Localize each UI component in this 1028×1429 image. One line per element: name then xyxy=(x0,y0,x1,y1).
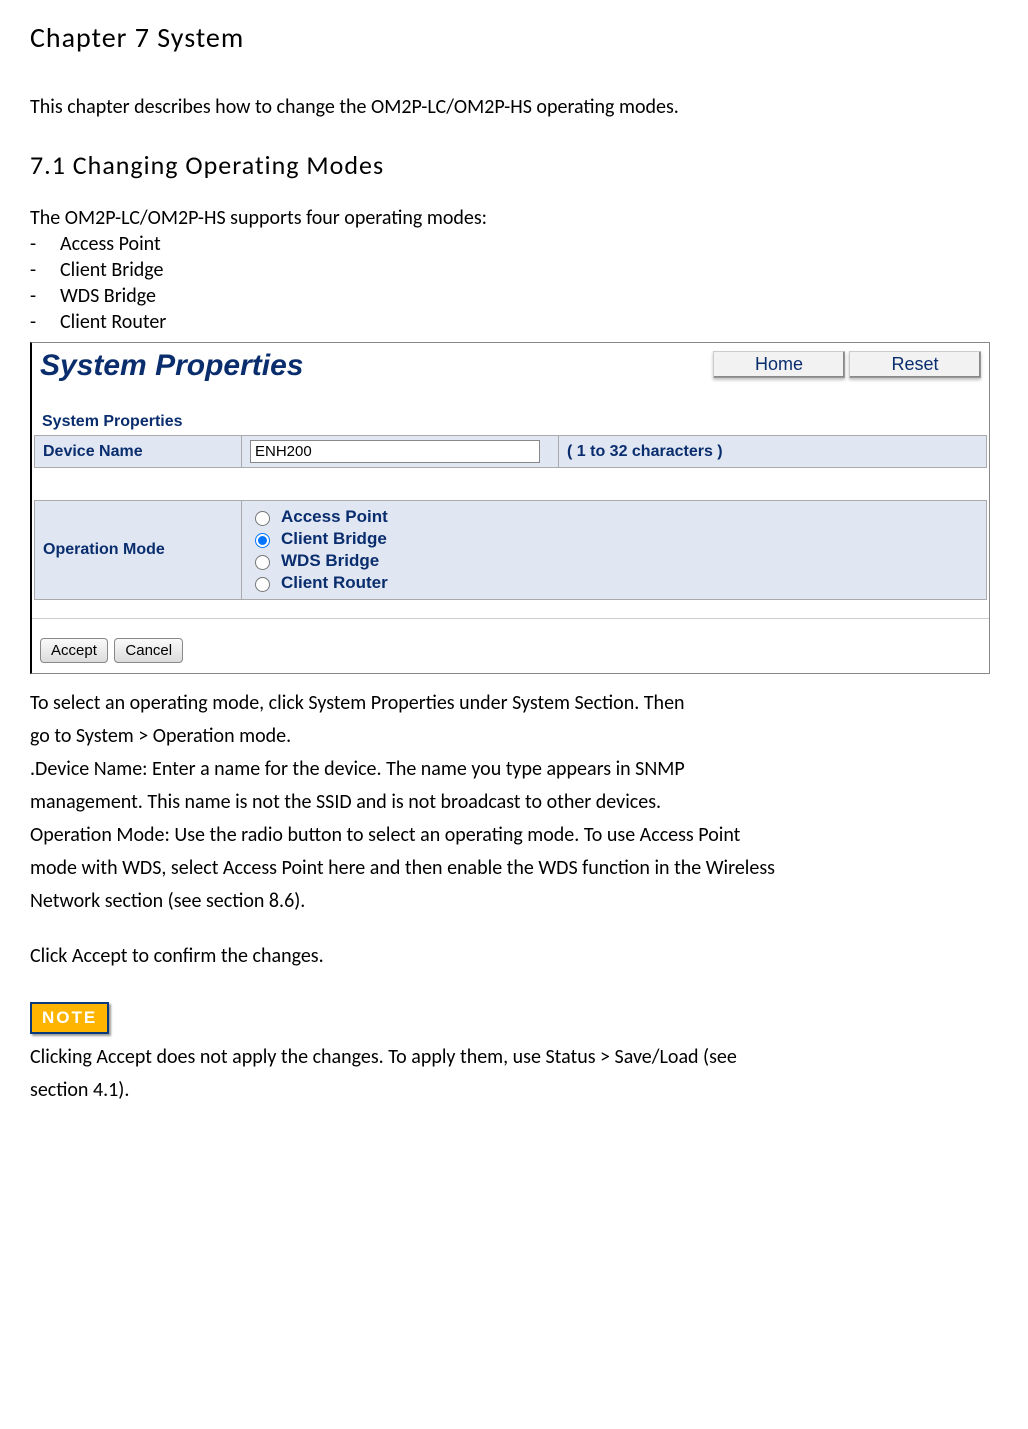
paragraph: mode with WDS, select Access Point here … xyxy=(30,853,998,884)
paragraph: Click Accept to confirm the changes. xyxy=(30,941,998,972)
mode-item: -Access Point xyxy=(30,232,998,256)
op-mode-option-label: WDS Bridge xyxy=(281,551,379,571)
intro-paragraph: This chapter describes how to change the… xyxy=(30,95,998,119)
mode-label: WDS Bridge xyxy=(60,284,156,308)
op-mode-option[interactable]: Client Router xyxy=(250,573,978,593)
mode-item: -Client Router xyxy=(30,310,998,334)
panel-subheader: System Properties xyxy=(32,383,989,435)
paragraph: go to System > Operation mode. xyxy=(30,721,998,752)
op-mode-option-label: Client Router xyxy=(281,573,388,593)
op-mode-row: Operation Mode Access Point Client Bridg… xyxy=(35,501,987,600)
device-name-input[interactable] xyxy=(250,440,540,463)
section-title: 7.1 Changing Operating Modes xyxy=(30,149,998,181)
mode-label: Access Point xyxy=(60,232,161,256)
panel-header-buttons: Home Reset xyxy=(713,351,981,378)
home-button[interactable]: Home xyxy=(713,351,845,378)
op-mode-radio-client-bridge[interactable] xyxy=(255,533,270,548)
mode-item: -WDS Bridge xyxy=(30,284,998,308)
paragraph: To select an operating mode, click Syste… xyxy=(30,688,998,719)
device-name-hint: ( 1 to 32 characters ) xyxy=(559,436,987,468)
op-mode-options: Access Point Client Bridge WDS Bridge Cl… xyxy=(242,501,987,600)
accept-button[interactable]: Accept xyxy=(40,638,108,663)
note-badge: NOTE xyxy=(30,1002,109,1034)
op-mode-radio-access-point[interactable] xyxy=(255,511,270,526)
panel-title: System Properties xyxy=(40,349,713,383)
mode-list: -Access Point -Client Bridge -WDS Bridge… xyxy=(30,232,998,334)
paragraph: Operation Mode: Use the radio button to … xyxy=(30,820,998,851)
op-mode-radio-wds-bridge[interactable] xyxy=(255,555,270,570)
cancel-button[interactable]: Cancel xyxy=(114,638,183,663)
paragraph: management. This name is not the SSID an… xyxy=(30,787,998,818)
paragraph: Clicking Accept does not apply the chang… xyxy=(30,1042,998,1073)
supports-line: The OM2P-LC/OM2P-HS supports four operat… xyxy=(30,206,998,230)
mode-label: Client Bridge xyxy=(60,258,164,282)
op-mode-option-label: Client Bridge xyxy=(281,529,387,549)
system-properties-panel: System Properties Home Reset System Prop… xyxy=(30,342,990,674)
panel-footer: Accept Cancel xyxy=(32,618,989,673)
paragraph: Network section (see section 8.6). xyxy=(30,886,998,917)
spacer-row xyxy=(35,468,987,501)
op-mode-option[interactable]: Access Point xyxy=(250,507,978,527)
op-mode-option-label: Access Point xyxy=(281,507,388,527)
mode-label: Client Router xyxy=(60,310,166,334)
device-name-row: Device Name ( 1 to 32 characters ) xyxy=(35,436,987,468)
mode-item: -Client Bridge xyxy=(30,258,998,282)
reset-button[interactable]: Reset xyxy=(849,351,981,378)
properties-table: Device Name ( 1 to 32 characters ) Opera… xyxy=(34,435,987,600)
device-name-input-cell xyxy=(242,436,559,468)
paragraph: .Device Name: Enter a name for the devic… xyxy=(30,754,998,785)
op-mode-radio-client-router[interactable] xyxy=(255,577,270,592)
panel-header: System Properties Home Reset xyxy=(32,343,989,383)
device-name-label: Device Name xyxy=(35,436,242,468)
op-mode-option[interactable]: WDS Bridge xyxy=(250,551,978,571)
paragraph: section 4.1). xyxy=(30,1075,998,1106)
op-mode-label: Operation Mode xyxy=(35,501,242,600)
op-mode-option[interactable]: Client Bridge xyxy=(250,529,978,549)
chapter-title: Chapter 7 System xyxy=(30,20,998,55)
